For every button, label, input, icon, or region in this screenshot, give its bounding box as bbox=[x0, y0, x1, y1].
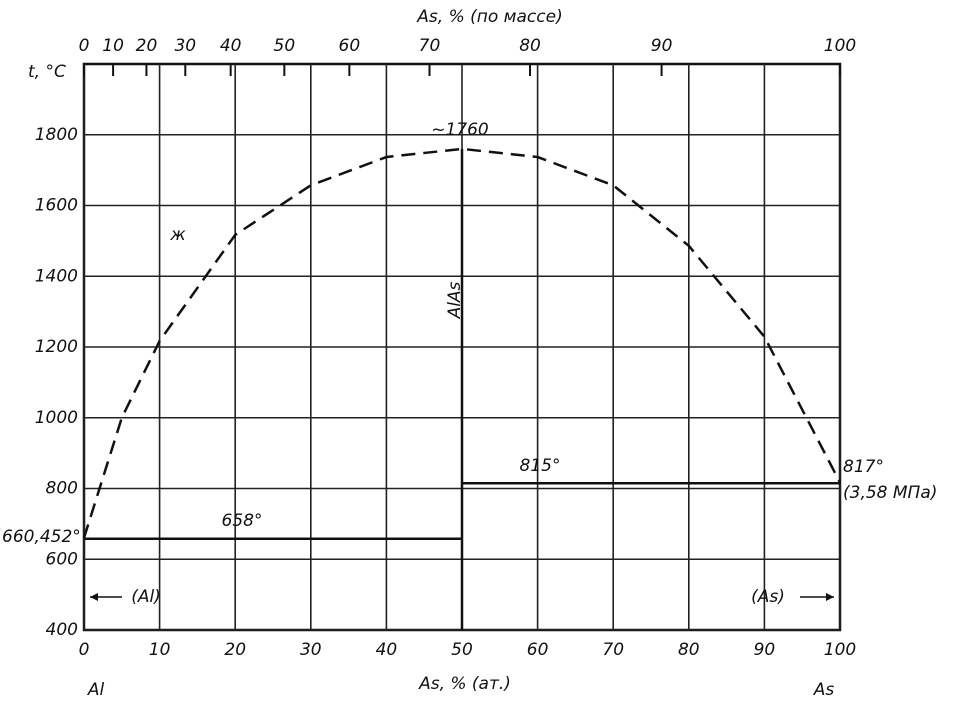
y-tick-label: 1800 bbox=[35, 125, 78, 145]
x-tick-label: 0 bbox=[79, 640, 90, 660]
x-tick-label: 50 bbox=[451, 640, 473, 660]
annotation: 817° bbox=[843, 457, 884, 477]
x-axis-title: As, % (ат.) bbox=[418, 674, 511, 694]
annotation: As bbox=[813, 680, 835, 700]
annotation: 658° bbox=[222, 511, 263, 531]
top-tick-label: 40 bbox=[220, 36, 242, 56]
x-tick-label: 70 bbox=[602, 640, 624, 660]
arrowhead bbox=[826, 593, 834, 601]
annotation: ~1760 bbox=[431, 120, 489, 140]
top-tick-label: 0 bbox=[79, 36, 90, 56]
top-tick-label: 10 bbox=[102, 36, 124, 56]
phase-line bbox=[82, 147, 842, 539]
x-tick-label: 10 bbox=[149, 640, 171, 660]
y-tick-label: 1600 bbox=[35, 196, 78, 216]
top-tick-label: 20 bbox=[136, 36, 158, 56]
y-axis-title: t, °C bbox=[28, 62, 66, 82]
top-tick-label: 70 bbox=[419, 36, 441, 56]
top-axis-title: As, % (по массе) bbox=[416, 7, 562, 27]
x-tick-label: 80 bbox=[678, 640, 700, 660]
top-tick-label: 80 bbox=[519, 36, 541, 56]
y-tick-label: 400 bbox=[46, 620, 78, 640]
y-tick-label: 1200 bbox=[35, 337, 78, 357]
x-tick-label: 40 bbox=[376, 640, 398, 660]
annotation: ж bbox=[169, 225, 186, 245]
annotation: AlAs bbox=[445, 281, 465, 319]
annotation: Al bbox=[87, 680, 105, 700]
top-tick-label: 60 bbox=[339, 36, 361, 56]
annotation: 660,452° bbox=[2, 527, 81, 547]
x-tick-label: 30 bbox=[300, 640, 322, 660]
top-tick-label: 30 bbox=[174, 36, 196, 56]
x-tick-label: 20 bbox=[224, 640, 246, 660]
arrowhead bbox=[90, 593, 98, 601]
annotation: 815° bbox=[520, 456, 561, 476]
annotation: (Al) bbox=[131, 587, 161, 607]
annotation: (3,58 МПа) bbox=[843, 483, 937, 503]
top-tick-label: 90 bbox=[651, 36, 673, 56]
x-tick-label: 90 bbox=[754, 640, 776, 660]
top-tick-label: 100 bbox=[824, 36, 856, 56]
x-tick-label: 60 bbox=[527, 640, 549, 660]
x-tick-label: 100 bbox=[824, 640, 856, 660]
y-tick-label: 1000 bbox=[35, 408, 78, 428]
y-tick-label: 1400 bbox=[35, 266, 78, 286]
y-tick-label: 800 bbox=[46, 479, 78, 499]
annotation: (As) bbox=[751, 587, 785, 607]
top-tick-label: 50 bbox=[274, 36, 296, 56]
y-tick-label: 600 bbox=[46, 549, 78, 569]
